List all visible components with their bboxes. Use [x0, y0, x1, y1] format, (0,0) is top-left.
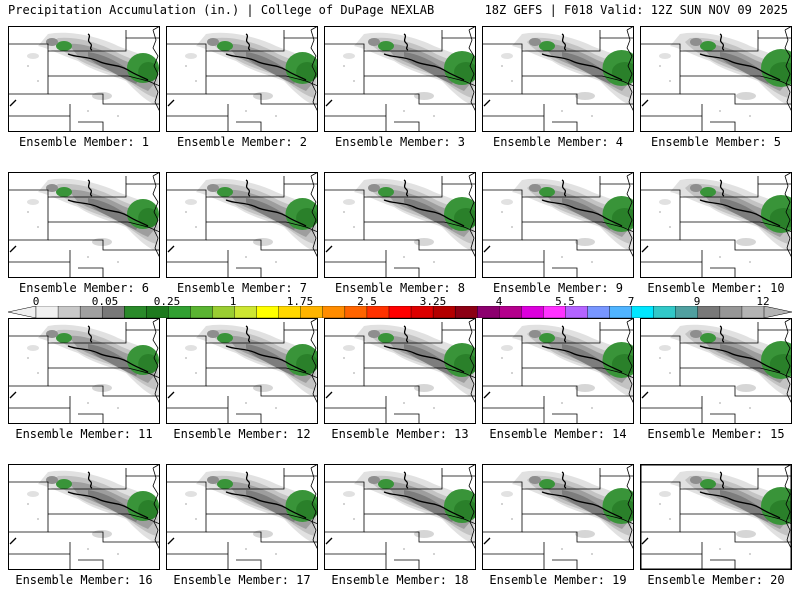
- ensemble-map-11: [8, 318, 160, 424]
- colorbar-tick-label: 9: [693, 295, 701, 308]
- precip-map-15: [640, 318, 792, 424]
- colorbar-swatch: [256, 306, 280, 318]
- precip-map-18: [324, 464, 476, 570]
- colorbar-swatch: [521, 306, 544, 318]
- precip-map-2: [166, 26, 318, 132]
- ensemble-map-6: [8, 172, 160, 278]
- precip-map-11: [8, 318, 160, 424]
- colorbar-tick-label: 1.75: [286, 295, 314, 308]
- colorbar-swatch: [653, 306, 677, 318]
- colorbar-swatch: [587, 306, 611, 318]
- precip-map-16: [8, 464, 160, 570]
- precip-map-14: [482, 318, 634, 424]
- ensemble-member-label: Ensemble Member: 1: [18, 135, 150, 149]
- ensemble-member-label: Ensemble Member: 12: [173, 427, 311, 441]
- ensemble-member-label: Ensemble Member: 3: [334, 135, 466, 149]
- precip-map-5: [640, 26, 792, 132]
- colorbar-swatch: [697, 306, 721, 318]
- ensemble-map-16: [8, 464, 160, 570]
- ensemble-member-label: Ensemble Member: 17: [173, 573, 311, 587]
- colorbar-tick-label: 0: [32, 295, 40, 308]
- ensemble-member-label: Ensemble Member: 14: [489, 427, 627, 441]
- colorbar-swatch: [35, 306, 59, 318]
- ensemble-member-label: Ensemble Member: 5: [650, 135, 782, 149]
- colorbar-swatch: [190, 306, 213, 318]
- ensemble-map-10: [640, 172, 792, 278]
- ensemble-member-label: Ensemble Member: 11: [15, 427, 153, 441]
- colorbar-tick-label: 5.5: [555, 295, 575, 308]
- colorbar-swatch: [388, 306, 412, 318]
- ensemble-member-label: Ensemble Member: 18: [331, 573, 469, 587]
- ensemble-map-18: [324, 464, 476, 570]
- precip-map-17: [166, 464, 318, 570]
- colorbar-tick-label: 4: [495, 295, 503, 308]
- precip-map-9: [482, 172, 634, 278]
- ensemble-member-label: Ensemble Member: 8: [334, 281, 466, 295]
- precip-map-1: [8, 26, 160, 132]
- ensemble-map-12: [166, 318, 318, 424]
- precip-map-7: [166, 172, 318, 278]
- precip-map-6: [8, 172, 160, 278]
- ensemble-member-label: Ensemble Member: 13: [331, 427, 469, 441]
- colorbar-swatch: [631, 306, 655, 318]
- colorbar-tick-label: 1: [229, 295, 237, 308]
- ensemble-member-label: Ensemble Member: 7: [176, 281, 308, 295]
- ensemble-map-5: [640, 26, 792, 132]
- ensemble-map-17: [166, 464, 318, 570]
- ensemble-member-label: Ensemble Member: 19: [489, 573, 627, 587]
- ensemble-map-19: [482, 464, 634, 570]
- colorbar-swatch: [57, 306, 81, 318]
- ensemble-member-label: Ensemble Member: 6: [18, 281, 150, 295]
- ensemble-map-14: [482, 318, 634, 424]
- ensemble-member-label: Ensemble Member: 4: [492, 135, 624, 149]
- ensemble-map-4: [482, 26, 634, 132]
- title-left: Precipitation Accumulation (in.) | Colle…: [8, 3, 435, 17]
- colorbar-swatch: [322, 306, 346, 318]
- precip-map-8: [324, 172, 476, 278]
- colorbar-tick-label: 2.5: [357, 295, 377, 308]
- ensemble-member-label: Ensemble Member: 9: [492, 281, 624, 295]
- precip-map-20: [640, 464, 792, 570]
- precip-map-10: [640, 172, 792, 278]
- precip-map-3: [324, 26, 476, 132]
- colorbar-tick-label: 3.25: [419, 295, 447, 308]
- colorbar-tick-label: 0.05: [91, 295, 119, 308]
- ensemble-map-13: [324, 318, 476, 424]
- ensemble-member-label: Ensemble Member: 10: [647, 281, 785, 295]
- colorbar-swatch: [719, 306, 743, 318]
- ensemble-map-8: [324, 172, 476, 278]
- colorbar-tick-label: 0.25: [153, 295, 181, 308]
- title-right: 18Z GEFS | F018 Valid: 12Z SUN NOV 09 20…: [484, 3, 788, 17]
- ensemble-member-label: Ensemble Member: 15: [647, 427, 785, 441]
- colorbar-tick-label: 7: [627, 295, 635, 308]
- precip-map-19: [482, 464, 634, 570]
- precip-map-4: [482, 26, 634, 132]
- colorbar: [8, 306, 792, 318]
- colorbar-tick-label: 12: [756, 295, 770, 308]
- colorbar-swatch: [454, 306, 478, 318]
- ensemble-member-label: Ensemble Member: 16: [15, 573, 153, 587]
- ensemble-map-20: [640, 464, 792, 570]
- ensemble-map-2: [166, 26, 318, 132]
- precip-map-12: [166, 318, 318, 424]
- ensemble-map-9: [482, 172, 634, 278]
- ensemble-map-1: [8, 26, 160, 132]
- colorbar-right-arrow: [763, 306, 792, 318]
- ensemble-member-label: Ensemble Member: 2: [176, 135, 308, 149]
- ensemble-map-15: [640, 318, 792, 424]
- precip-map-13: [324, 318, 476, 424]
- ensemble-map-3: [324, 26, 476, 132]
- ensemble-map-7: [166, 172, 318, 278]
- colorbar-swatch: [124, 306, 147, 318]
- colorbar-swatch: [234, 306, 258, 318]
- ensemble-member-label: Ensemble Member: 20: [647, 573, 785, 587]
